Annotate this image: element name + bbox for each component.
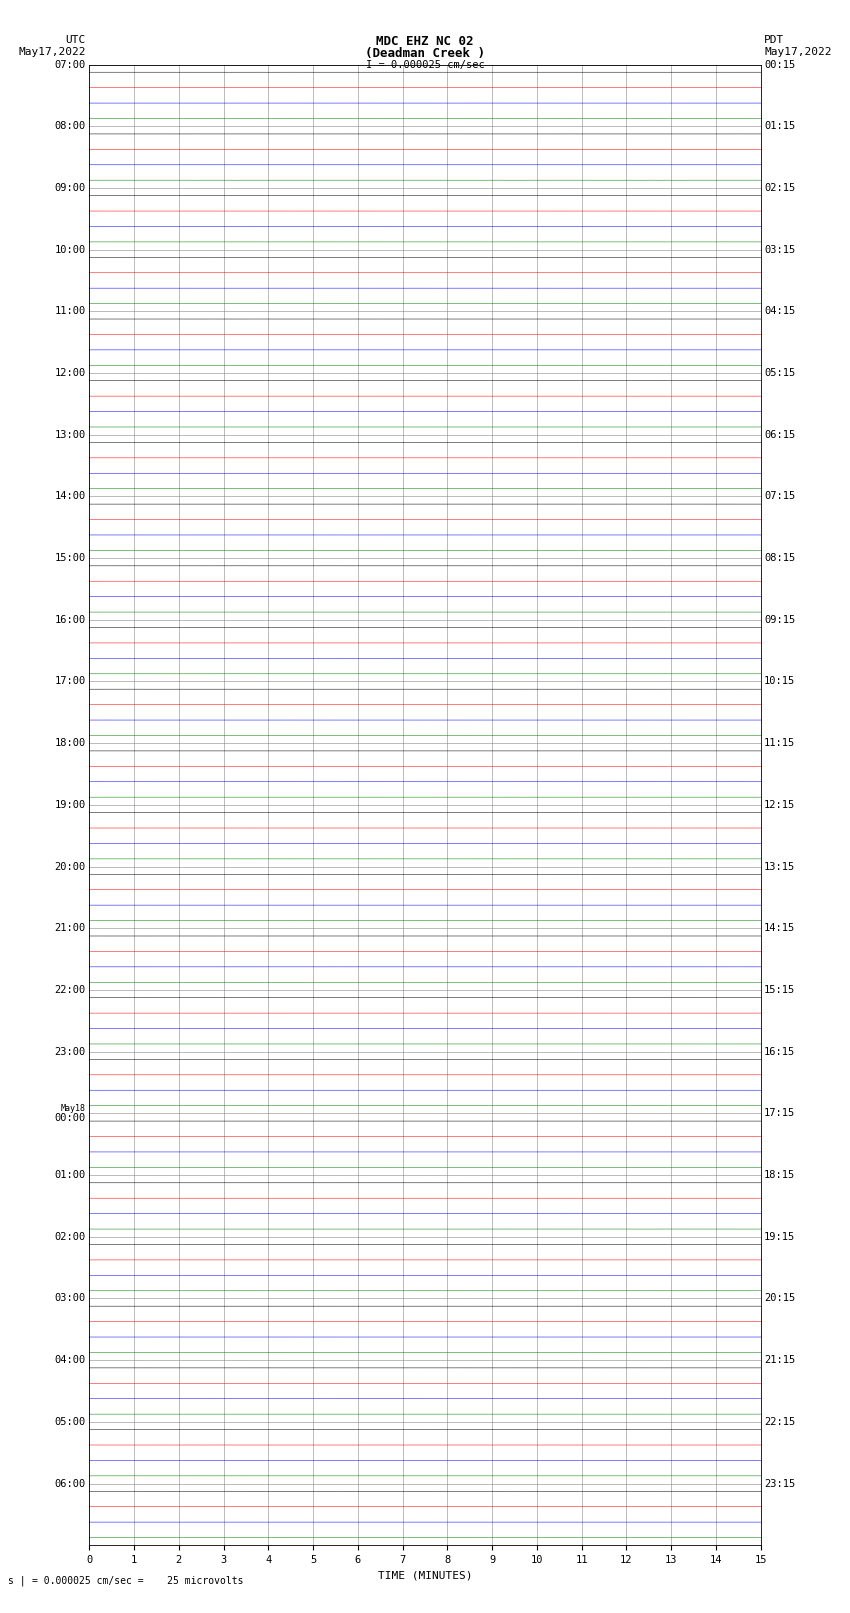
Text: 04:15: 04:15 bbox=[764, 306, 796, 316]
Text: 15:15: 15:15 bbox=[764, 986, 796, 995]
Text: 06:00: 06:00 bbox=[54, 1479, 86, 1489]
Text: 05:15: 05:15 bbox=[764, 368, 796, 377]
Text: 03:15: 03:15 bbox=[764, 245, 796, 255]
Text: 12:15: 12:15 bbox=[764, 800, 796, 810]
Text: 01:15: 01:15 bbox=[764, 121, 796, 131]
Text: s |: s | bbox=[8, 1576, 26, 1586]
Text: 09:15: 09:15 bbox=[764, 615, 796, 624]
Text: 14:15: 14:15 bbox=[764, 923, 796, 934]
Text: 07:00: 07:00 bbox=[54, 60, 86, 69]
Text: MDC EHZ NC 02: MDC EHZ NC 02 bbox=[377, 35, 473, 48]
Text: 19:15: 19:15 bbox=[764, 1232, 796, 1242]
Text: 18:15: 18:15 bbox=[764, 1169, 796, 1181]
Text: 17:15: 17:15 bbox=[764, 1108, 796, 1118]
Text: 11:00: 11:00 bbox=[54, 306, 86, 316]
Text: 13:15: 13:15 bbox=[764, 861, 796, 871]
Text: 09:00: 09:00 bbox=[54, 182, 86, 194]
Text: 19:00: 19:00 bbox=[54, 800, 86, 810]
Text: 04:00: 04:00 bbox=[54, 1355, 86, 1365]
X-axis label: TIME (MINUTES): TIME (MINUTES) bbox=[377, 1571, 473, 1581]
Text: 13:00: 13:00 bbox=[54, 429, 86, 440]
Text: UTC: UTC bbox=[65, 35, 86, 45]
Text: 10:00: 10:00 bbox=[54, 245, 86, 255]
Text: PDT: PDT bbox=[764, 35, 785, 45]
Text: 00:00: 00:00 bbox=[54, 1113, 86, 1123]
Text: 18:00: 18:00 bbox=[54, 739, 86, 748]
Text: 05:00: 05:00 bbox=[54, 1416, 86, 1428]
Text: May18: May18 bbox=[61, 1105, 86, 1113]
Text: 22:15: 22:15 bbox=[764, 1416, 796, 1428]
Text: 14:00: 14:00 bbox=[54, 492, 86, 502]
Text: 11:15: 11:15 bbox=[764, 739, 796, 748]
Text: I = 0.000025 cm/sec: I = 0.000025 cm/sec bbox=[366, 60, 484, 69]
Text: May17,2022: May17,2022 bbox=[764, 47, 831, 56]
Text: 22:00: 22:00 bbox=[54, 986, 86, 995]
Text: 16:00: 16:00 bbox=[54, 615, 86, 624]
Text: 08:15: 08:15 bbox=[764, 553, 796, 563]
Text: 01:00: 01:00 bbox=[54, 1169, 86, 1181]
Text: 08:00: 08:00 bbox=[54, 121, 86, 131]
Text: 21:00: 21:00 bbox=[54, 923, 86, 934]
Text: = 0.000025 cm/sec =    25 microvolts: = 0.000025 cm/sec = 25 microvolts bbox=[32, 1576, 244, 1586]
Text: 06:15: 06:15 bbox=[764, 429, 796, 440]
Text: 23:00: 23:00 bbox=[54, 1047, 86, 1057]
Text: 00:15: 00:15 bbox=[764, 60, 796, 69]
Text: 20:00: 20:00 bbox=[54, 861, 86, 871]
Text: 02:00: 02:00 bbox=[54, 1232, 86, 1242]
Text: May17,2022: May17,2022 bbox=[19, 47, 86, 56]
Text: 12:00: 12:00 bbox=[54, 368, 86, 377]
Text: 03:00: 03:00 bbox=[54, 1294, 86, 1303]
Text: 16:15: 16:15 bbox=[764, 1047, 796, 1057]
Text: 17:00: 17:00 bbox=[54, 676, 86, 687]
Text: (Deadman Creek ): (Deadman Creek ) bbox=[365, 47, 485, 60]
Text: 21:15: 21:15 bbox=[764, 1355, 796, 1365]
Text: 20:15: 20:15 bbox=[764, 1294, 796, 1303]
Text: 02:15: 02:15 bbox=[764, 182, 796, 194]
Text: 10:15: 10:15 bbox=[764, 676, 796, 687]
Text: 23:15: 23:15 bbox=[764, 1479, 796, 1489]
Text: 15:00: 15:00 bbox=[54, 553, 86, 563]
Text: 07:15: 07:15 bbox=[764, 492, 796, 502]
